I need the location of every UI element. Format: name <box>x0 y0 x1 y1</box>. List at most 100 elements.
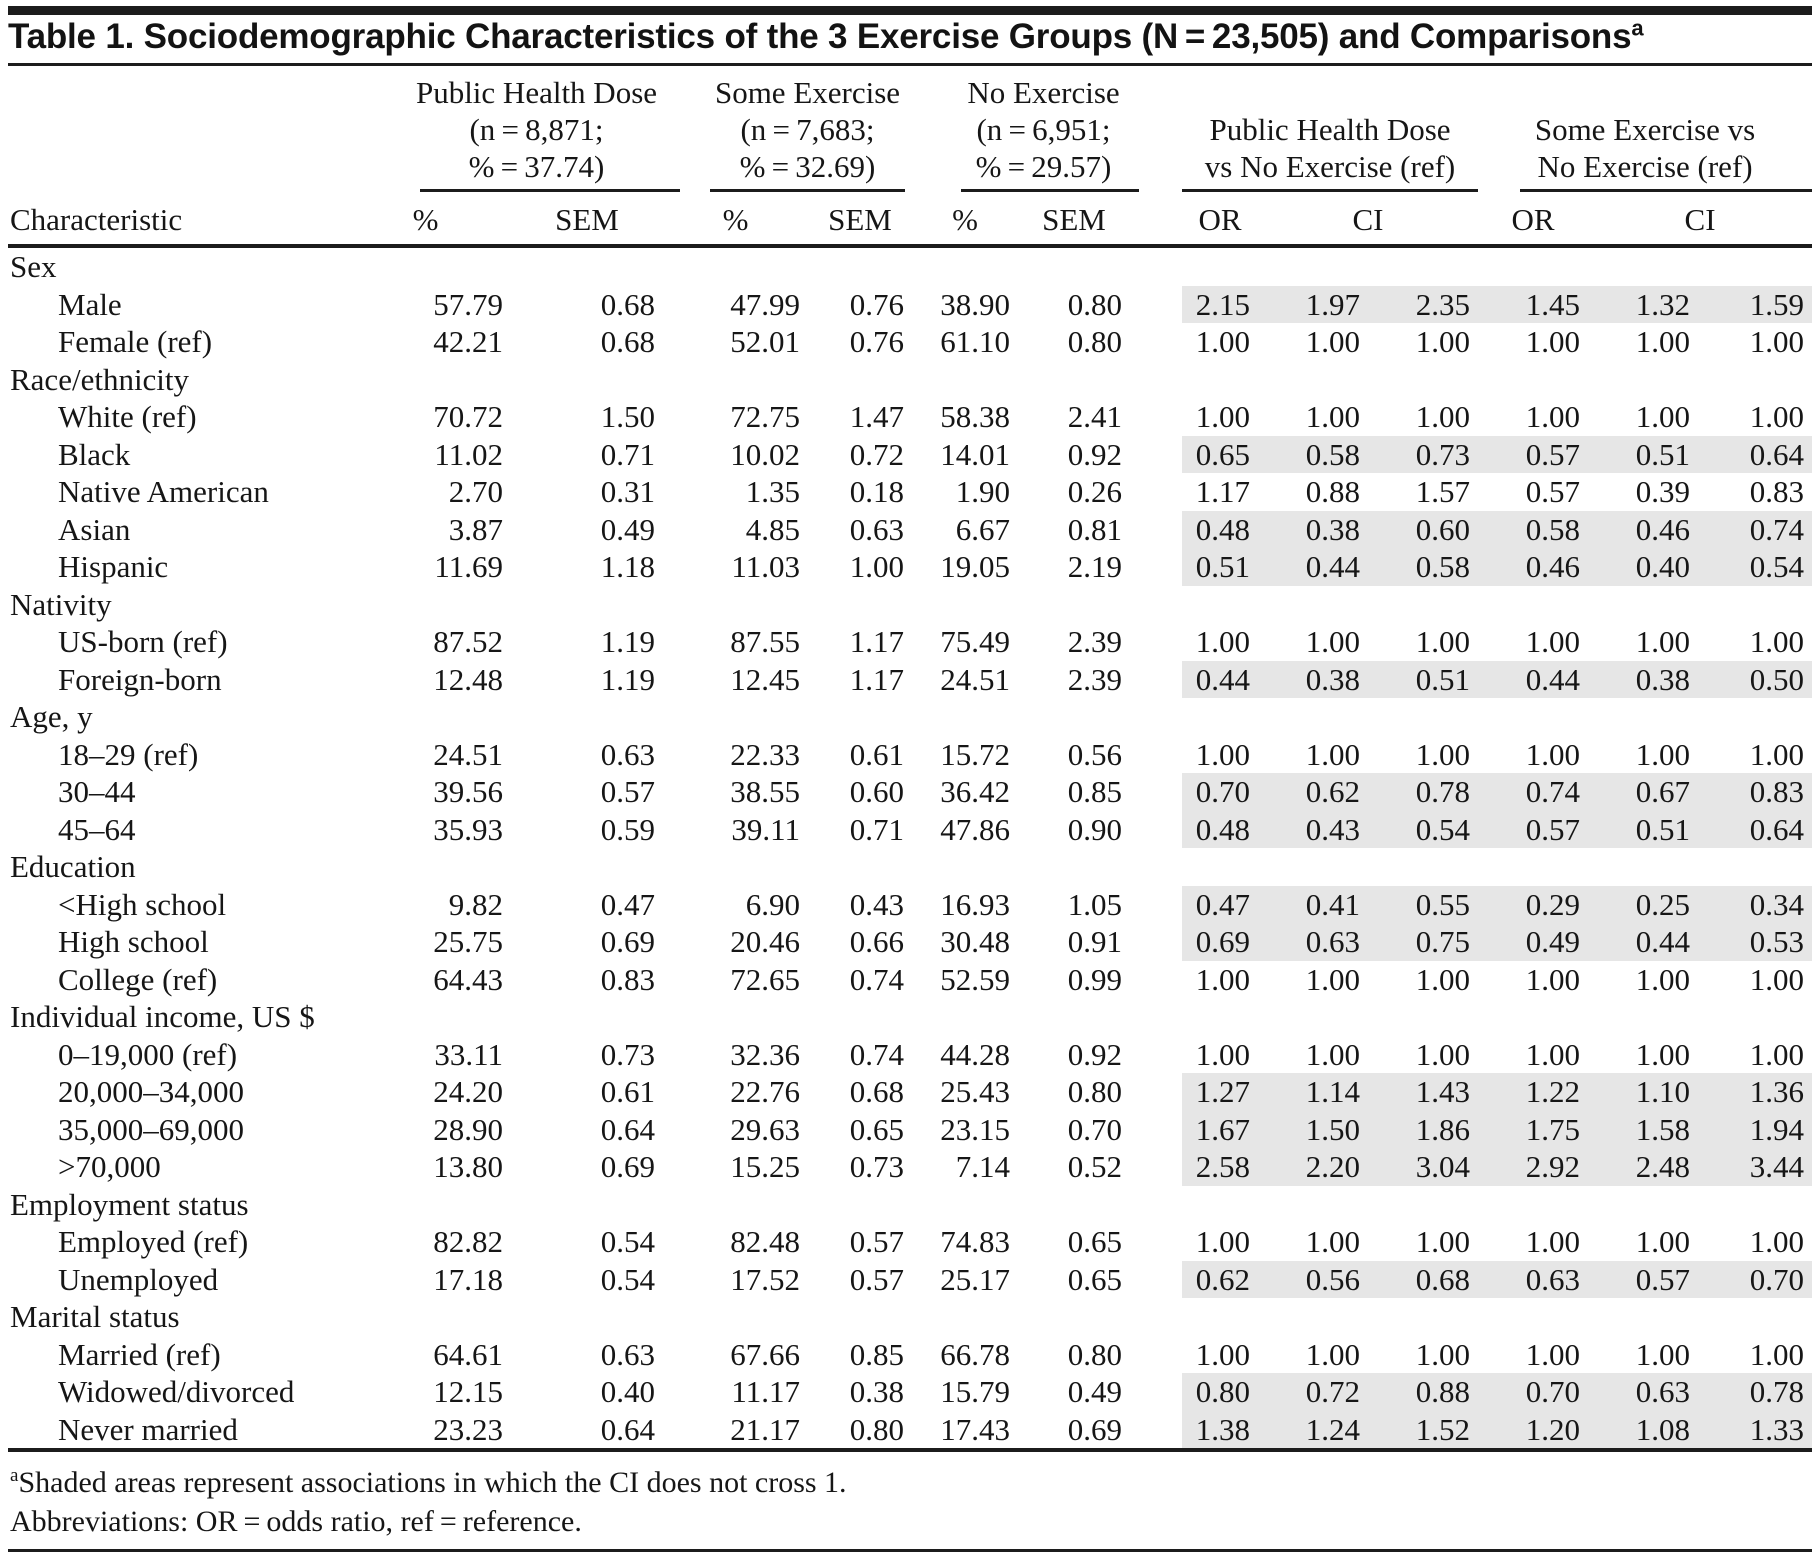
table-row: High school 25.75 0.69 20.46 0.66 30.48 0.91 0.… <box>8 923 1813 961</box>
cell-none-pct: 66.78 <box>940 1336 1010 1372</box>
cell-some-pct: 21.17 <box>730 1411 800 1447</box>
column-gap <box>1130 923 1182 961</box>
row-label: College (ref) <box>58 961 218 997</box>
cell-some-vs-none-or: 0.49 <box>1478 923 1589 961</box>
cell-some-vs-none-ci-low: 1.00 <box>1635 961 1691 997</box>
cell-some-pct: 10.02 <box>730 436 800 472</box>
cell-none-sem: 0.65 <box>1067 1261 1122 1297</box>
table-row: Hispanic 11.69 1.18 11.03 1.00 19.05 2.19 0.51 0… <box>8 548 1813 586</box>
cell-phd-vs-none-or: 1.00 <box>1195 624 1250 659</box>
category-label: Marital status <box>10 1299 180 1334</box>
cell-phd-sem: 0.54 <box>600 1261 655 1297</box>
category-label: Nativity <box>10 586 112 622</box>
cell-some-vs-none-ci-low: 0.38 <box>1588 660 1699 698</box>
row-label: Never married <box>58 1411 238 1447</box>
cell-some-sem: 0.66 <box>849 924 904 959</box>
table-row: Married (ref) 64.61 0.63 67.66 0.85 66.78 0.80… <box>8 1336 1812 1374</box>
row-label: 30–44 <box>58 774 136 809</box>
table-row: <High school 9.82 0.47 6.90 0.43 16.93 1.05 0.4… <box>8 885 1813 923</box>
cell-none-sem: 0.92 <box>1067 436 1122 472</box>
cell-some-pct: 29.63 <box>730 1111 800 1147</box>
cell-phd-vs-none-or: 1.38 <box>1182 1410 1258 1448</box>
cell-some-vs-none-ci-high: 1.00 <box>1749 399 1805 434</box>
cell-phd-pct: 2.70 <box>448 474 503 509</box>
cell-none-sem: 0.92 <box>1067 1036 1122 1072</box>
cell-phd-vs-none-ci-low: 0.63 <box>1258 923 1368 961</box>
cell-phd-vs-none-ci-high: 0.51 <box>1368 660 1479 698</box>
cell-phd-vs-none-ci-high: 0.75 <box>1368 923 1479 961</box>
cell-some-pct: 15.25 <box>730 1149 800 1184</box>
cell-phd-sem: 1.18 <box>600 549 655 584</box>
column-gap <box>1130 773 1182 811</box>
spanner-rule <box>420 189 680 192</box>
cell-some-vs-none-ci-low: 1.00 <box>1635 399 1691 434</box>
cell-none-pct: 19.05 <box>940 549 1010 584</box>
characteristic-column-header: Characteristic <box>8 66 340 248</box>
cell-none-pct: 58.38 <box>940 399 1010 434</box>
cell-phd-sem: 0.31 <box>600 474 655 509</box>
table-row: 35,000–69,000 28.90 0.64 29.63 0.65 23.15 0.70… <box>8 1110 1813 1148</box>
cell-phd-pct: 9.82 <box>448 886 503 922</box>
column-gap <box>1130 286 1182 324</box>
cell-phd-sem: 0.57 <box>600 774 655 809</box>
cell-phd-vs-none-or: 1.00 <box>1195 961 1250 997</box>
cell-some-pct: 72.65 <box>730 961 800 997</box>
cell-none-sem: 0.81 <box>1067 511 1122 547</box>
cell-phd-vs-none-ci-high: 0.78 <box>1368 773 1479 811</box>
cell-some-vs-none-or: 1.00 <box>1525 1224 1581 1259</box>
cell-phd-sem: 0.47 <box>600 886 655 922</box>
cell-phd-vs-none-ci-high: 0.88 <box>1368 1373 1479 1411</box>
cell-phd-pct: 64.43 <box>433 961 503 997</box>
cell-some-sem: 0.72 <box>849 436 904 472</box>
row-label: Hispanic <box>58 549 169 584</box>
cell-none-sem: 0.80 <box>1067 324 1122 359</box>
subheader-row: % SEM % SEM % SEM OR CI OR CI <box>8 192 1813 248</box>
cell-some-vs-none-ci-high: 0.54 <box>1698 548 1813 586</box>
cell-phd-vs-none-ci-high: 0.60 <box>1368 510 1479 548</box>
cell-none-pct: 15.72 <box>940 736 1010 772</box>
row-label: Female (ref) <box>58 324 213 359</box>
table-row: Never married 23.23 0.64 21.17 0.80 17.43 0.69… <box>8 1410 1813 1449</box>
cell-phd-sem: 0.63 <box>600 736 655 772</box>
col-header-ci: CI <box>1258 192 1479 248</box>
group-header-line: No Exercise <box>967 75 1120 110</box>
cell-phd-vs-none-or: 1.27 <box>1182 1073 1258 1111</box>
table-row: 0–19,000 (ref) 33.11 0.73 32.36 0.74 44.28 0.9… <box>8 1036 1812 1074</box>
column-gap <box>1130 1411 1182 1449</box>
cell-some-pct: 72.75 <box>730 399 800 434</box>
footnote-marker: a <box>10 1465 19 1486</box>
cell-none-sem: 0.26 <box>1067 474 1122 509</box>
cell-phd-vs-none-ci-low: 1.00 <box>1305 399 1360 434</box>
cell-some-vs-none-or: 1.00 <box>1525 961 1581 997</box>
cell-some-vs-none-or: 0.29 <box>1478 885 1589 923</box>
cell-none-sem: 0.91 <box>1067 924 1122 959</box>
cell-none-pct: 25.43 <box>940 1074 1010 1109</box>
cell-none-pct: 61.10 <box>940 324 1010 359</box>
cell-none-pct: 7.14 <box>955 1149 1010 1184</box>
cell-none-pct: 75.49 <box>940 624 1010 659</box>
cell-some-vs-none-ci-low: 1.10 <box>1588 1073 1699 1111</box>
cell-phd-pct: 70.72 <box>433 399 503 434</box>
cell-some-vs-none-ci-low: 2.48 <box>1588 1148 1699 1186</box>
cell-phd-vs-none-ci-low: 1.00 <box>1305 324 1360 359</box>
cell-some-vs-none-ci-high: 1.00 <box>1749 961 1805 997</box>
col-header-sem: SEM <box>808 192 912 248</box>
cell-none-pct: 36.42 <box>940 774 1010 809</box>
cell-none-pct: 23.15 <box>940 1111 1010 1147</box>
cell-some-pct: 12.45 <box>730 661 800 697</box>
spanner-rule <box>1182 189 1479 192</box>
cell-some-vs-none-ci-high: 1.36 <box>1698 1073 1813 1111</box>
column-gap <box>1130 811 1182 849</box>
cell-phd-sem: 0.69 <box>600 1149 655 1184</box>
cell-phd-vs-none-ci-high: 0.54 <box>1368 810 1479 848</box>
cell-phd-pct: 12.48 <box>433 661 503 697</box>
col-header-pct: % <box>340 192 511 248</box>
cell-none-sem: 0.70 <box>1067 1111 1122 1147</box>
cell-phd-vs-none-ci-low: 2.20 <box>1258 1148 1368 1186</box>
table-row: Widowed/divorced 12.15 0.40 11.17 0.38 15.79 0… <box>8 1373 1813 1411</box>
cell-phd-vs-none-or: 1.67 <box>1182 1110 1258 1148</box>
cell-phd-vs-none-ci-high: 1.00 <box>1415 1336 1471 1372</box>
cell-phd-vs-none-ci-high: 3.04 <box>1368 1148 1479 1186</box>
cell-none-pct: 16.93 <box>940 886 1010 922</box>
cell-phd-sem: 0.68 <box>600 286 655 322</box>
